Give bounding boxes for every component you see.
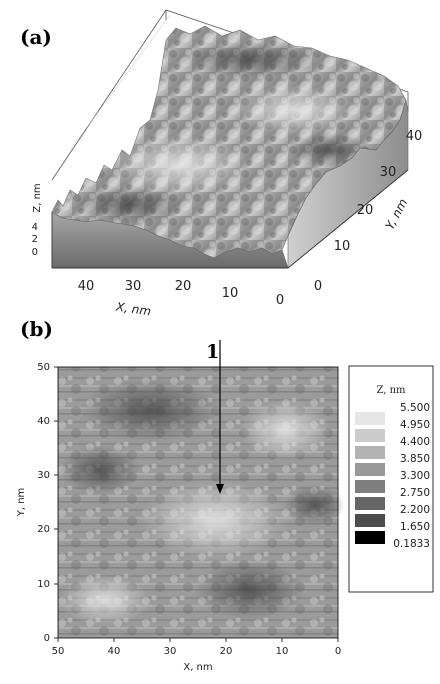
marker-label: 1 bbox=[206, 341, 219, 363]
x3d-tick-20: 20 bbox=[175, 279, 192, 294]
legend-value-1: 4.950 bbox=[400, 419, 430, 431]
panel-b-label: (b) bbox=[20, 317, 53, 341]
y3d-axis-title: Y, nm bbox=[383, 196, 411, 231]
legend-swatch-3 bbox=[355, 446, 385, 459]
x3d-tick-0: 0 bbox=[276, 293, 284, 308]
heatmap-x-title: X, nm bbox=[183, 662, 212, 673]
x3d-axis-title: X, nm bbox=[114, 300, 152, 319]
x-tick-40: 40 bbox=[108, 646, 121, 657]
y3d-tick-0: 0 bbox=[314, 279, 322, 294]
legend-value-5: 2.750 bbox=[400, 487, 430, 499]
panel-b: (b) 1 bbox=[16, 317, 434, 673]
x-tick-10: 10 bbox=[276, 646, 289, 657]
z-axis-title: Z, nm bbox=[32, 183, 43, 212]
y3d-tick-40: 40 bbox=[406, 129, 423, 144]
legend-swatch-5 bbox=[355, 480, 385, 493]
surface-right-face bbox=[287, 99, 409, 269]
y3d-tick-20: 20 bbox=[357, 203, 374, 218]
heatmap-y-title: Y, nm bbox=[16, 488, 27, 518]
panel-a-label: (a) bbox=[20, 25, 52, 49]
legend-value-3: 3.850 bbox=[400, 453, 430, 465]
z-tick-4: 4 bbox=[32, 222, 38, 233]
legend-value-4: 3.300 bbox=[400, 470, 430, 482]
legend-value-8: 0.1833 bbox=[393, 538, 430, 550]
heatmap-x-axis: 50 40 30 20 10 0 X, nm bbox=[52, 646, 342, 673]
heatmap-ticks bbox=[54, 366, 339, 642]
x-tick-50: 50 bbox=[52, 646, 65, 657]
x-tick-30: 30 bbox=[164, 646, 177, 657]
x-axis-3d: 40 30 20 10 0 X, nm bbox=[78, 279, 284, 318]
legend-swatch-4 bbox=[355, 463, 385, 476]
y3d-tick-10: 10 bbox=[334, 239, 351, 254]
x-tick-20: 20 bbox=[220, 646, 233, 657]
z-axis: 4 2 0 Z, nm bbox=[32, 183, 53, 268]
y-tick-30: 30 bbox=[37, 470, 50, 481]
profile-marker: 1 bbox=[206, 340, 224, 494]
legend-value-2: 4.400 bbox=[400, 436, 430, 448]
panel-a: (a) 4 2 bbox=[20, 9, 423, 318]
legend-value-0: 5.500 bbox=[400, 402, 430, 414]
legend-swatch-1 bbox=[355, 412, 385, 425]
y-tick-0: 0 bbox=[44, 633, 50, 644]
colorbar-legend: Z, nm 5.500 4.950 4.400 3.850 3.300 2.750 2.20… bbox=[348, 365, 434, 593]
heatmap-y-axis: 0 10 20 30 40 50 Y, nm bbox=[16, 362, 50, 644]
heatmap-image bbox=[57, 366, 345, 639]
legend-value-7: 1.650 bbox=[400, 521, 430, 533]
z-tick-0: 0 bbox=[32, 247, 38, 258]
x3d-tick-10: 10 bbox=[222, 286, 239, 301]
legend-items: 5.500 4.950 4.400 3.850 3.300 2.750 2.200 1.650… bbox=[355, 402, 430, 550]
legend-swatch-2 bbox=[355, 429, 385, 442]
legend-swatch-8 bbox=[355, 531, 385, 544]
y-tick-20: 20 bbox=[37, 524, 50, 535]
x-tick-0: 0 bbox=[335, 646, 341, 657]
y-tick-50: 50 bbox=[37, 362, 50, 373]
z-tick-2: 2 bbox=[32, 234, 38, 245]
x3d-tick-30: 30 bbox=[125, 279, 142, 294]
legend-value-6: 2.200 bbox=[400, 504, 430, 516]
surface-front-face bbox=[51, 211, 289, 269]
legend-swatch-6 bbox=[355, 497, 385, 510]
y-tick-10: 10 bbox=[37, 579, 50, 590]
legend-title: Z, nm bbox=[376, 385, 406, 396]
y-tick-40: 40 bbox=[37, 416, 50, 427]
y3d-tick-30: 30 bbox=[380, 165, 397, 180]
legend-swatch-7 bbox=[355, 514, 385, 527]
x3d-tick-40: 40 bbox=[78, 279, 95, 294]
